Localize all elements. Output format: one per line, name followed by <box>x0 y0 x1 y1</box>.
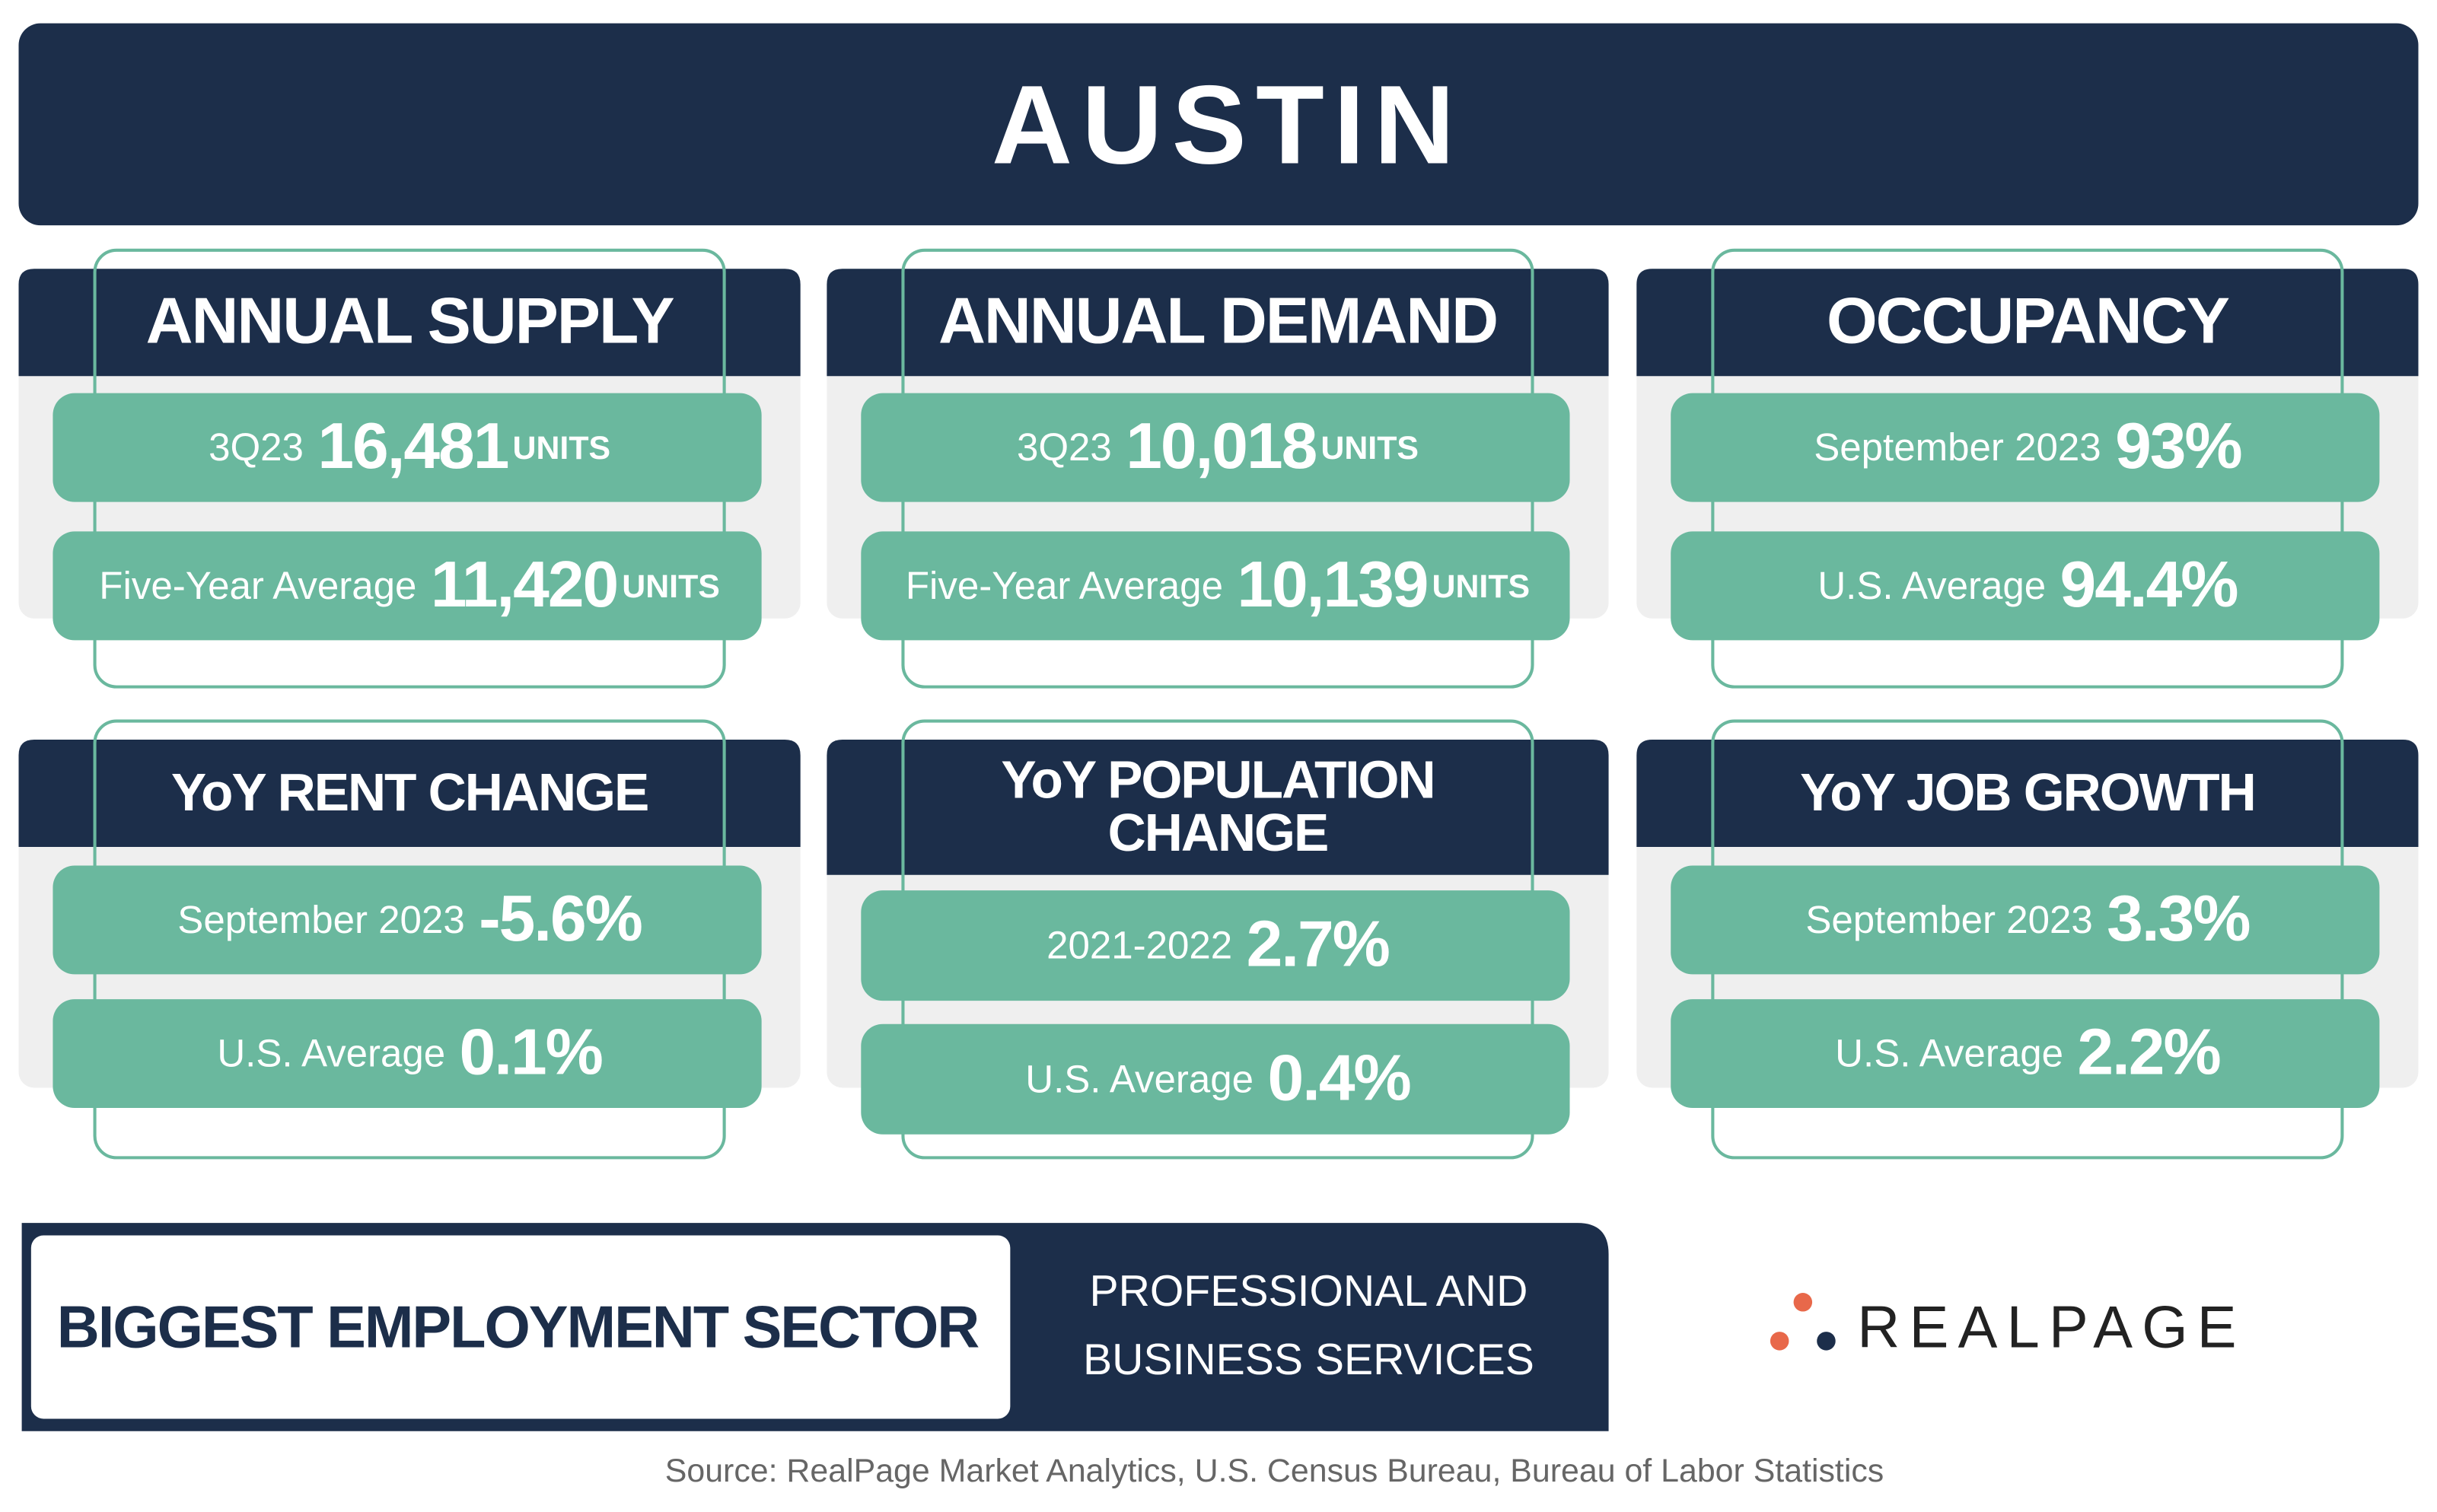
stat-label: September 2023 <box>1814 426 2101 470</box>
stat-label: U.S. Average <box>1835 1032 2063 1075</box>
stat-pill <box>1671 531 2380 641</box>
employment-label: BIGGEST EMPLOYMENT SECTOR <box>57 1295 979 1361</box>
stat-pill <box>53 999 762 1109</box>
logo-dot <box>1793 1293 1813 1312</box>
stat-line: September 2023 93% <box>1814 409 2241 482</box>
stat-unit: UNITS <box>1432 568 1531 605</box>
stat-value: 2.2% <box>2077 1015 2219 1088</box>
card-title: YoY JOB GROWTH <box>1800 762 2255 822</box>
card-header <box>1636 269 2419 377</box>
stat-line: 3Q23 16,481 UNITS <box>209 409 610 482</box>
card-title: OCCUPANCY <box>1827 284 2229 357</box>
stat-pill <box>53 393 762 502</box>
stat-value: 94.4% <box>2060 548 2238 621</box>
stat-unit: UNITS <box>622 568 720 605</box>
header-title: AUSTIN <box>992 62 1464 187</box>
stat-line: U.S. Average 0.4% <box>1025 1041 1410 1114</box>
card-header <box>1636 740 2419 847</box>
stat-label: U.S. Average <box>1817 564 2046 607</box>
card-title: CHANGE <box>1108 803 1328 862</box>
stat-label: September 2023 <box>177 899 464 942</box>
logo-dot <box>1817 1332 1836 1351</box>
stat-pill <box>53 865 762 975</box>
stat-value: 3.3% <box>2107 882 2249 955</box>
stat-pill <box>1671 865 2380 975</box>
stat-value: -5.6% <box>479 882 642 955</box>
stat-pill <box>53 531 762 641</box>
stat-pill <box>1671 999 2380 1109</box>
stat-pill <box>861 890 1570 1001</box>
stat-pill <box>1671 393 2380 502</box>
card-header <box>18 269 801 377</box>
stat-label: 3Q23 <box>1017 426 1112 470</box>
card-title: ANNUAL DEMAND <box>938 284 1497 357</box>
card-header <box>18 740 801 847</box>
stat-value: 11,420 <box>431 548 617 621</box>
stat-line: U.S. Average 94.4% <box>1817 548 2237 621</box>
employment-label-box <box>30 1235 1011 1419</box>
stat-label: Five-Year Average <box>99 564 416 607</box>
stat-line: 3Q23 10,018 UNITS <box>1017 409 1419 482</box>
header-banner <box>18 23 2419 226</box>
stat-value: 93% <box>2115 409 2241 482</box>
employment-value: PROFESSIONAL AND <box>1089 1267 1528 1316</box>
stat-line: U.S. Average 0.1% <box>217 1015 602 1088</box>
stat-value: 0.1% <box>460 1015 602 1088</box>
stat-label: September 2023 <box>1805 899 2092 942</box>
stat-line: September 2023 -5.6% <box>177 882 642 955</box>
stat-unit: UNITS <box>1320 431 1419 467</box>
card-title: YoY RENT CHANGE <box>171 762 648 822</box>
stat-value: 0.4% <box>1267 1041 1410 1114</box>
stat-line: U.S. Average 2.2% <box>1835 1015 2220 1088</box>
card-header <box>827 269 1609 377</box>
stat-unit: UNITS <box>512 431 610 467</box>
stat-value: 16,481 <box>317 409 508 482</box>
stat-pill <box>861 393 1570 502</box>
logo-text: REALPAGE <box>1857 1295 2246 1361</box>
stat-value: 10,018 <box>1126 409 1316 482</box>
card-title: ANNUAL SUPPLY <box>146 284 674 357</box>
stat-value: 2.7% <box>1247 907 1389 980</box>
logo-dot <box>1770 1332 1789 1351</box>
stat-line: 2021-2022 2.7% <box>1046 907 1389 980</box>
stat-label: 2021-2022 <box>1046 924 1232 967</box>
card-title: YoY POPULATION <box>1001 750 1434 810</box>
card-header <box>827 740 1609 875</box>
source-note: Source: RealPage Market Analytics, U.S. … <box>665 1453 1884 1489</box>
stat-label: 3Q23 <box>209 426 304 470</box>
stat-label: U.S. Average <box>1025 1058 1254 1101</box>
stat-pill <box>861 1023 1570 1135</box>
employment-value: BUSINESS SERVICES <box>1083 1335 1534 1384</box>
stat-label: U.S. Average <box>217 1032 445 1075</box>
stat-label: Five-Year Average <box>906 564 1223 607</box>
stat-value: 10,139 <box>1237 548 1427 621</box>
stat-line: September 2023 3.3% <box>1805 882 2249 955</box>
stat-line: Five-Year Average 11,420 UNITS <box>99 548 720 621</box>
stat-pill <box>861 531 1570 641</box>
stat-line: Five-Year Average 10,139 UNITS <box>906 548 1530 621</box>
